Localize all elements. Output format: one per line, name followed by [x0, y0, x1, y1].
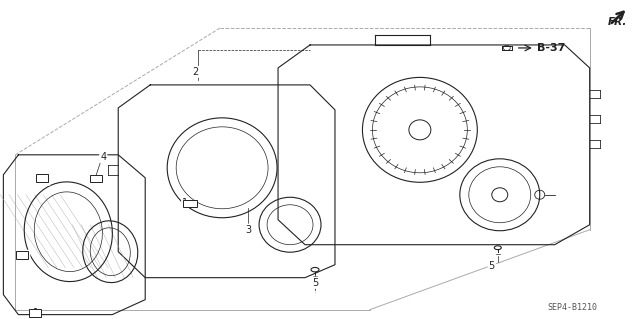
Text: 5: 5: [489, 261, 495, 271]
Bar: [36, 174, 49, 182]
Text: 2: 2: [192, 67, 198, 77]
Ellipse shape: [409, 120, 431, 140]
Bar: [29, 308, 42, 317]
Ellipse shape: [492, 188, 508, 202]
Text: 5: 5: [312, 278, 318, 288]
Text: 4: 4: [100, 152, 106, 162]
Text: B-37: B-37: [537, 43, 565, 53]
Text: 1: 1: [182, 198, 188, 208]
Text: 1: 1: [33, 308, 40, 318]
Bar: [183, 200, 197, 207]
Ellipse shape: [494, 246, 501, 250]
Text: 3: 3: [245, 225, 251, 235]
Ellipse shape: [311, 267, 319, 272]
Bar: [90, 175, 102, 182]
Text: SEP4-B1210: SEP4-B1210: [548, 303, 598, 312]
Bar: [17, 251, 28, 259]
Text: FR.: FR.: [607, 17, 627, 27]
Text: 1: 1: [23, 251, 29, 261]
Text: 1: 1: [44, 175, 49, 185]
